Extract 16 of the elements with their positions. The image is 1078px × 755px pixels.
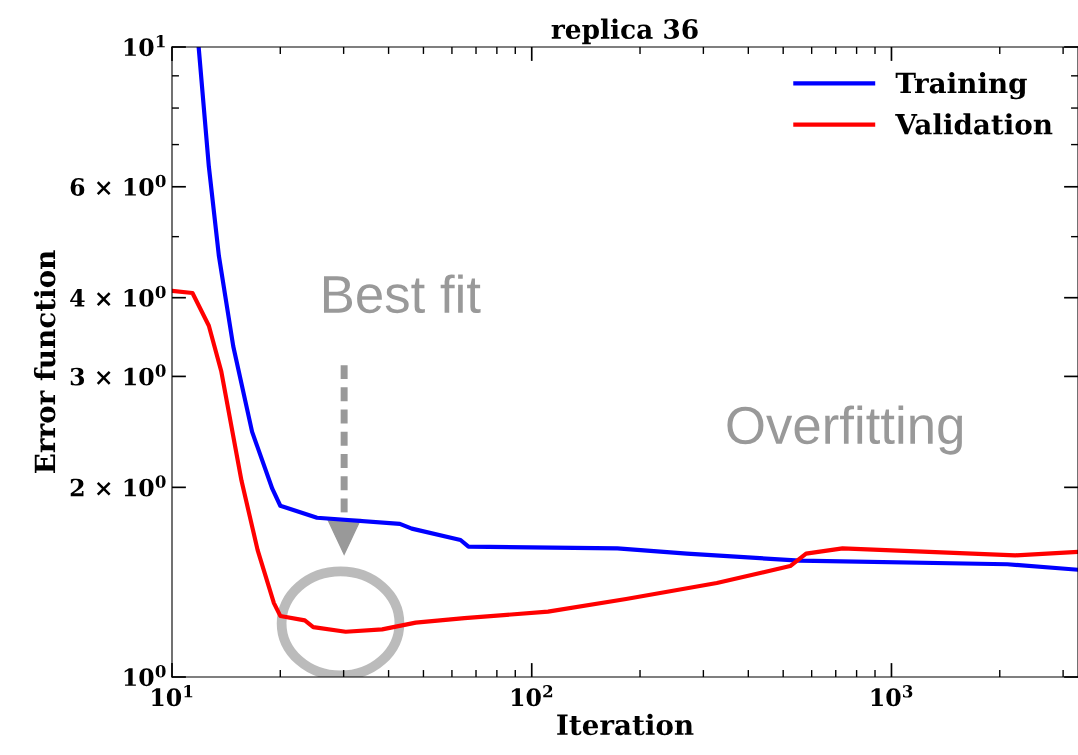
y-tick-label: 10$^{1}$ xyxy=(124,34,165,57)
y-tick-label: 4 × 10$^{0}$ xyxy=(70,285,166,307)
x-tick-label: 10$^{1}$ xyxy=(152,685,193,707)
legend-label: Validation xyxy=(895,113,1053,135)
y-tick-label: 6 × 10$^{0}$ xyxy=(70,174,166,196)
annotation: Overfitting xyxy=(727,405,963,455)
y-tick-label: 10$^{0}$ xyxy=(124,664,166,687)
x-axis-title: Iteration xyxy=(557,713,694,736)
legend-label: Training xyxy=(895,72,1027,100)
y-axis-title: Error function xyxy=(33,250,56,474)
x-tick-label: 10$^{2}$ xyxy=(511,685,553,707)
x-tick-label: 10$^{3}$ xyxy=(871,685,913,707)
annotation: Best fit xyxy=(323,274,481,314)
y-tick-label: 2 × 10$^{0}$ xyxy=(70,475,166,497)
chart-title: replica 36 xyxy=(551,18,698,45)
y-tick-label: 3 × 10$^{0}$ xyxy=(70,364,166,386)
